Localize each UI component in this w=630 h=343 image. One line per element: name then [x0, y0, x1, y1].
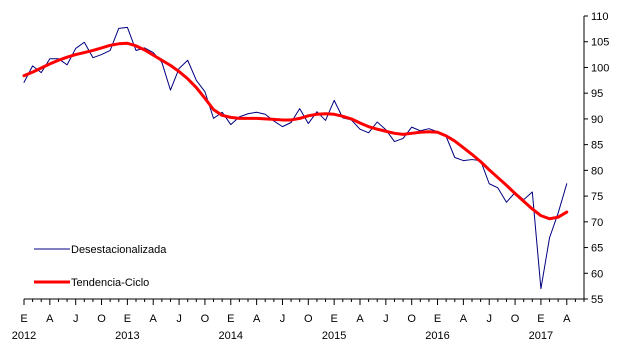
x-tick-label: E — [227, 313, 234, 325]
legend-label-tendencia-ciclo: Tendencia-Ciclo — [71, 277, 149, 289]
x-tick-label: O — [97, 313, 106, 325]
legend-label-desestacionalizada: Desestacionalizada — [71, 244, 167, 256]
year-label: 2012 — [12, 330, 36, 342]
x-tick-label: J — [176, 313, 182, 325]
year-label: 2015 — [322, 330, 346, 342]
series-line-desestacionalizada — [23, 26, 568, 290]
x-tick-label: O — [304, 313, 313, 325]
x-tick-label: E — [537, 313, 544, 325]
x-tick-label: J — [486, 313, 492, 325]
y-tick-label: 80 — [591, 165, 603, 177]
x-tick-label: A — [150, 313, 158, 325]
year-label: 2016 — [425, 330, 449, 342]
y-tick-label: 65 — [591, 243, 603, 255]
series-line-tendencia-ciclo — [22, 41, 569, 221]
x-tick-label: A — [253, 313, 261, 325]
y-tick-label: 70 — [591, 217, 603, 229]
y-tick-label: 105 — [591, 37, 609, 49]
y-tick-label: 95 — [591, 88, 603, 100]
x-tick-label: O — [407, 313, 416, 325]
x-tick-label: E — [124, 313, 131, 325]
x-tick-label: O — [511, 313, 520, 325]
year-label: 2013 — [115, 330, 139, 342]
y-tick-label: 100 — [591, 62, 609, 74]
y-tick-label: 90 — [591, 114, 603, 126]
x-tick-label: A — [46, 313, 54, 325]
x-tick-label: E — [330, 313, 337, 325]
year-label: 2014 — [219, 330, 243, 342]
y-tick-label: 60 — [591, 268, 603, 280]
x-tick-label: O — [201, 313, 210, 325]
x-tick-label: J — [383, 313, 389, 325]
y-tick-label: 55 — [591, 294, 603, 306]
x-tick-label: J — [280, 313, 286, 325]
x-tick-label: A — [460, 313, 468, 325]
y-tick-label: 110 — [591, 11, 609, 23]
x-tick-label: E — [434, 313, 441, 325]
y-tick-label: 75 — [591, 191, 603, 203]
y-tick-label: 85 — [591, 140, 603, 152]
x-tick-label: J — [73, 313, 79, 325]
year-label: 2017 — [529, 330, 553, 342]
x-tick-label: A — [356, 313, 364, 325]
x-tick-label: A — [563, 313, 571, 325]
x-tick-label: E — [20, 313, 27, 325]
